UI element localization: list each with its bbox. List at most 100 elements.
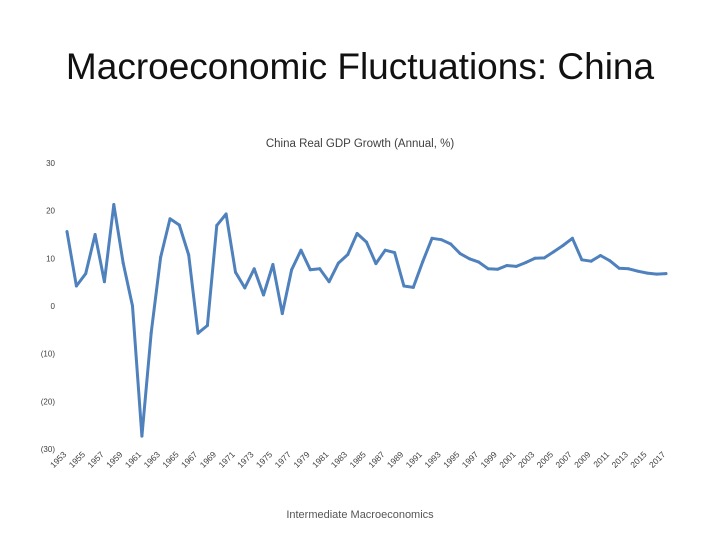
x-tick-label: 2005 [535,449,556,470]
y-tick-label: (10) [41,350,56,359]
x-tick-label: 1967 [179,449,200,470]
series-line-gdp-growth [65,203,668,438]
x-tick-label: 1973 [235,449,256,470]
x-tick-label: 1977 [273,449,294,470]
data-point [421,260,425,264]
data-point [533,256,537,260]
data-point [374,262,378,266]
x-tick-label: 2001 [497,449,518,470]
x-tick-label: 1995 [441,449,462,470]
x-tick-label: 1969 [198,449,219,470]
x-tick-label: 1975 [254,449,275,470]
x-tick-label: 1965 [160,449,181,470]
footer-text: Intermediate Macroeconomics [286,509,434,521]
data-point [542,256,546,260]
data-point [365,240,368,244]
x-tick-label: 2011 [591,449,611,469]
x-tick-label: 1999 [478,449,499,470]
data-point [655,272,659,276]
data-point [234,270,237,274]
x-tick-label: 1993 [422,449,443,470]
data-point [65,230,69,234]
x-axis-labels: 1953195519571959196119631965196719691971… [48,449,668,470]
x-tick-label: 2009 [572,449,593,470]
data-point [636,269,640,273]
data-point [84,272,88,276]
chart-title: China Real GDP Growth (Annual, %) [266,138,455,150]
data-point [149,331,153,335]
data-point [599,254,602,257]
data-point [196,331,200,335]
data-point [121,261,125,265]
data-point [280,312,284,316]
x-tick-label: 1957 [85,449,106,470]
x-tick-label: 1971 [216,449,237,470]
data-point [187,253,191,257]
data-point [327,280,331,284]
x-tick-label: 1983 [329,449,350,470]
data-point [112,203,116,206]
data-point [102,280,106,284]
y-tick-label: (20) [41,397,56,406]
data-point [243,286,247,290]
data-point [159,255,163,259]
data-point [252,267,256,271]
data-point [552,250,556,254]
data-point [439,238,443,242]
data-point [505,264,509,267]
data-point [168,217,172,221]
x-tick-label: 1991 [404,449,425,470]
data-point [468,257,471,261]
x-tick-label: 1981 [310,449,331,470]
data-points [65,203,668,438]
data-point [215,223,219,227]
x-tick-label: 1961 [123,449,144,470]
x-tick-label: 2017 [647,449,668,470]
data-point [580,258,584,262]
data-point [205,324,209,327]
data-point [318,267,322,271]
x-tick-label: 1959 [104,449,125,470]
data-point [308,268,312,272]
x-tick-label: 2003 [516,449,537,470]
data-point [561,244,565,247]
data-point [224,212,228,216]
data-point [74,284,78,288]
data-point [402,284,406,288]
data-point [645,271,649,275]
data-point [336,261,340,265]
data-point [355,232,359,235]
data-point [449,242,453,246]
x-tick-label: 2013 [610,449,631,470]
data-point [140,434,144,438]
data-point [299,248,303,252]
x-tick-label: 1989 [385,449,406,470]
data-point [383,248,387,252]
x-tick-label: 1987 [366,449,387,470]
y-tick-label: 20 [46,207,55,216]
data-point [496,267,499,271]
x-tick-label: 1985 [347,449,368,470]
data-point [664,272,668,276]
y-axis-labels: 30 20 10 0 (10) (20) (30) [41,159,56,454]
data-point [570,236,574,240]
data-point [393,251,397,255]
data-point [262,293,265,297]
x-tick-label: 1955 [67,449,88,470]
y-tick-label: 0 [51,302,56,311]
data-point [617,266,621,270]
y-tick-label: 10 [46,254,55,263]
data-point [411,285,415,289]
data-point [346,253,350,256]
data-point [608,259,612,263]
data-point [430,236,434,240]
data-point [524,261,528,265]
data-point [93,233,97,236]
y-tick-label: (30) [41,445,56,454]
data-point [290,268,294,272]
data-point [131,304,134,308]
x-tick-label: 1979 [291,449,312,470]
x-tick-label: 2007 [553,449,574,470]
data-point [271,263,275,266]
